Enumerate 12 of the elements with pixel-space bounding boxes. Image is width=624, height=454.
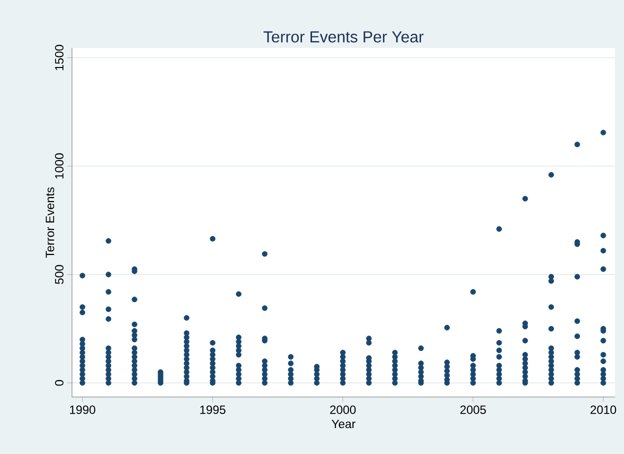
y-axis-title: Terror Events [46,187,54,258]
x-tick-label: 1990 [70,406,96,414]
x-axis-title: Year [332,420,356,428]
x-tick-label: 2000 [330,406,356,414]
y-tick-label: 0 [55,380,64,386]
y-tick-label: 1000 [55,153,64,179]
x-tick-label: 2005 [460,406,486,414]
x-tick-label: 1995 [200,406,226,414]
chart-title: Terror Events Per Year [264,31,424,42]
x-tick-label: 2010 [590,406,616,414]
y-tick-label: 500 [55,265,64,284]
y-tick-label: 1500 [55,44,64,70]
